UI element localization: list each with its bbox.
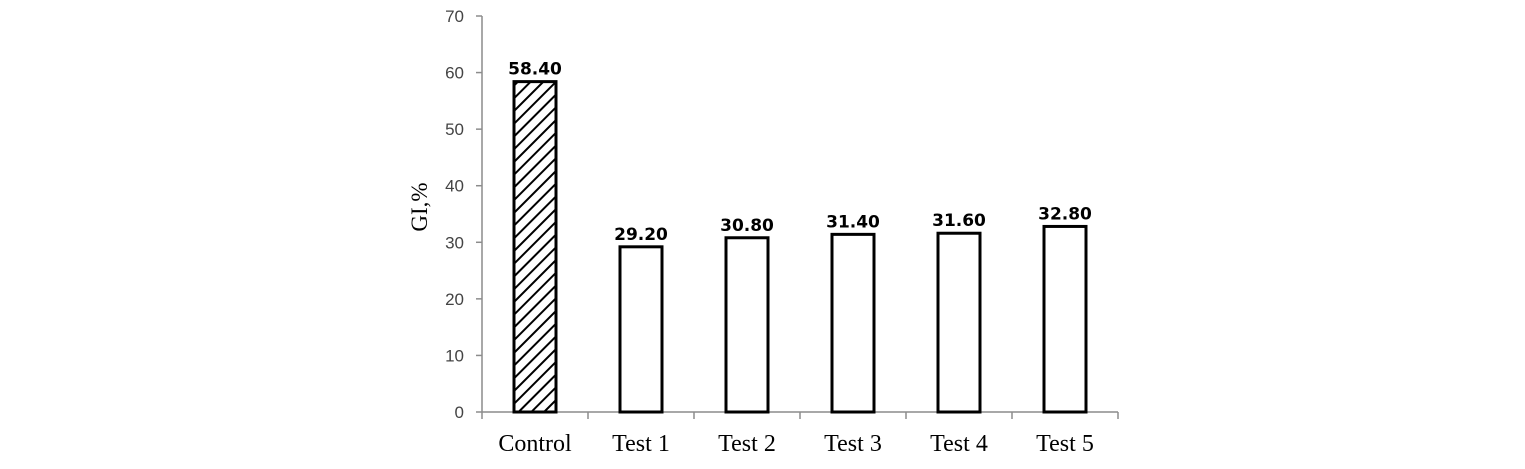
y-tick-label: 70 [445, 7, 464, 26]
y-tick-label: 10 [445, 346, 464, 365]
x-tick-label: Test 4 [930, 431, 988, 457]
data-label: 31.60 [932, 211, 986, 231]
y-tick-label: 60 [445, 64, 464, 83]
x-axis: Control Test 1 Test 2 Test 3 Test 4 Test 5 [481, 411, 1119, 457]
y-tick-label: 20 [445, 290, 464, 309]
bar-test-5 [1042, 224, 1088, 414]
bars: 58.40 29.20 30.80 31.40 31.60 32.80 [508, 60, 1092, 414]
y-axis-label: GI,% [407, 182, 432, 231]
x-tick-label: Test 5 [1036, 431, 1094, 457]
x-tick-label: Control [498, 431, 572, 457]
data-label: 29.20 [614, 225, 668, 245]
bar-test-1 [618, 245, 664, 414]
y-axis: 0 10 20 30 40 50 60 70 [445, 7, 483, 422]
bar-test-4 [936, 231, 982, 414]
y-tick-label: 30 [445, 233, 464, 252]
x-tick-label: Test 2 [718, 431, 776, 457]
bar-control [512, 80, 558, 414]
bar-test-2 [724, 236, 770, 414]
x-tick-label: Test 1 [612, 431, 670, 457]
y-tick-label: 50 [445, 120, 464, 139]
data-label: 58.40 [508, 60, 562, 80]
data-label: 31.40 [826, 212, 880, 232]
x-tick-label: Test 3 [824, 431, 882, 457]
y-tick-label: 40 [445, 177, 464, 196]
data-label: 32.80 [1038, 204, 1092, 224]
y-tick-label: 0 [455, 403, 464, 422]
data-label: 30.80 [720, 216, 774, 236]
bar-test-3 [830, 232, 876, 414]
